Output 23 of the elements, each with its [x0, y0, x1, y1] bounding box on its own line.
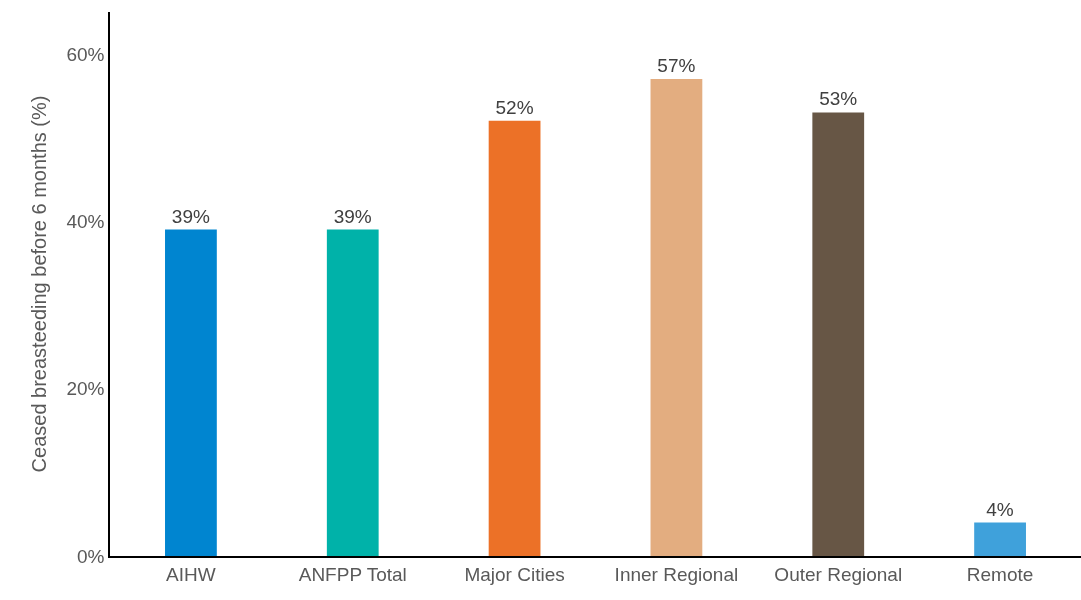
bar: [488, 120, 541, 556]
x-tick-label: Remote: [966, 563, 1034, 585]
y-axis-title: Ceased breasteeding before 6 months (%): [28, 95, 51, 473]
x-tick-label: Inner Regional: [614, 563, 739, 585]
data-label: 39%: [171, 205, 210, 227]
bar: [650, 78, 703, 556]
y-tick-label: 0%: [76, 545, 105, 567]
bar: [812, 112, 865, 556]
data-label: 57%: [657, 54, 696, 76]
data-label: 52%: [495, 96, 534, 118]
data-label: 4%: [986, 498, 1014, 520]
y-tick-label: 40%: [66, 210, 105, 232]
x-tick-label: AIHW: [166, 563, 216, 585]
data-label: 39%: [333, 205, 372, 227]
y-tick-label: 20%: [66, 378, 105, 400]
data-label: 53%: [819, 88, 858, 110]
bar: [326, 229, 379, 556]
x-tick-label: Outer Regional: [774, 563, 903, 585]
x-tick-label: ANFPP Total: [298, 563, 407, 585]
bar: [974, 522, 1026, 556]
x-tick-label: Major Cities: [464, 563, 565, 585]
bar: [165, 229, 217, 556]
y-tick-label: 60%: [66, 43, 105, 65]
